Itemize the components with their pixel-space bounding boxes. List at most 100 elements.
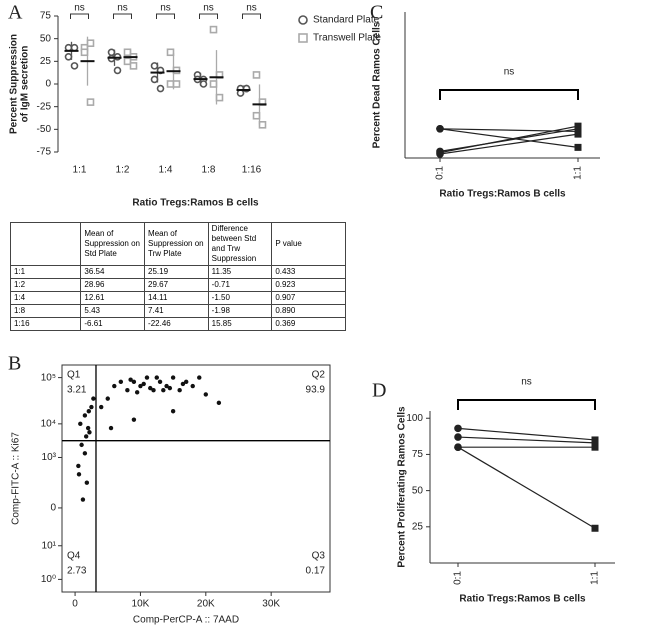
panel-label: D	[372, 380, 386, 402]
y-tick-label: 75	[40, 11, 52, 22]
point	[574, 125, 582, 133]
table-cell: P value	[271, 222, 346, 266]
table-cell: 14.11	[144, 291, 209, 305]
event	[84, 480, 90, 485]
point	[436, 150, 444, 158]
event	[183, 379, 189, 385]
x-tick-label: 0	[72, 599, 78, 610]
point	[252, 71, 261, 79]
panel-label: A	[8, 2, 23, 24]
point	[166, 80, 175, 88]
event	[85, 425, 91, 431]
table-cell: 0.433	[271, 265, 346, 279]
table-cell: 1:4	[9, 291, 82, 305]
point	[70, 62, 79, 70]
y-tick-label: 10⁵	[41, 372, 56, 383]
x-tick-label: 1:2	[116, 165, 130, 176]
quadrant-name: Q3	[312, 551, 326, 562]
annotation: ns	[203, 3, 214, 14]
event	[87, 430, 92, 435]
point	[107, 48, 116, 57]
quadrant-value: 3.21	[67, 385, 87, 396]
table-cell: 7.41	[144, 304, 209, 318]
point	[215, 93, 224, 102]
event	[197, 375, 202, 380]
point	[199, 80, 208, 88]
event	[128, 377, 133, 382]
point	[113, 66, 122, 75]
table-cell: 15.85	[207, 317, 273, 331]
y-tick-label: 50	[412, 485, 424, 496]
legend-marker	[298, 33, 308, 43]
point	[80, 48, 89, 57]
point	[123, 57, 132, 66]
y-tick-label: 0	[50, 503, 56, 514]
point	[70, 43, 79, 52]
point	[252, 111, 261, 120]
table-cell: 0.369	[271, 317, 346, 331]
point	[591, 443, 599, 451]
event	[89, 404, 94, 410]
event	[157, 379, 163, 385]
point	[86, 98, 95, 106]
bracket	[70, 13, 89, 19]
bracket	[156, 13, 175, 19]
table-row: 1:1 36.54 25.19 11.35 0.433	[9, 265, 346, 279]
point	[574, 143, 582, 151]
event	[164, 383, 169, 389]
x-tick-label: 10K	[132, 599, 150, 610]
y-tick-label: 50	[40, 33, 52, 44]
bracket	[242, 13, 261, 19]
table-cell: Mean of Suppression on Std Plate	[80, 222, 146, 266]
table-cell: Mean of Suppression on Trw Plate	[144, 222, 209, 266]
table-cell: Difference between Std and Trw Suppressi…	[207, 222, 273, 266]
point	[258, 121, 267, 129]
event	[83, 434, 89, 439]
table-row: 1:16 -6.61 -22.46 15.85 0.369	[9, 317, 346, 331]
table-cell: 25.19	[144, 265, 209, 279]
point	[209, 25, 218, 34]
table-cell: 11.35	[207, 265, 273, 279]
table-cell: 0.890	[271, 304, 346, 318]
y-tick-label: -25	[37, 101, 52, 112]
y-axis-label: Percent Dead Ramos Cells	[372, 21, 383, 148]
event	[216, 400, 222, 406]
x-axis-label: Ratio Tregs:Ramos B cells	[439, 189, 566, 200]
event	[148, 385, 153, 391]
table-row: 1:4 12.61 14.11 -1.50 0.907	[9, 291, 346, 305]
y-tick-label: -50	[37, 124, 52, 135]
point	[150, 75, 159, 84]
table-cell: 0.907	[271, 291, 346, 305]
event	[138, 383, 143, 389]
event	[82, 451, 88, 456]
event	[170, 409, 176, 414]
event	[144, 375, 150, 380]
table-cell: -1.98	[207, 304, 273, 318]
event	[99, 404, 104, 410]
point	[123, 48, 132, 57]
event	[76, 472, 82, 477]
pair-line	[439, 125, 579, 154]
event	[141, 381, 146, 387]
quadrant-name: Q1	[67, 370, 81, 381]
table-cell: 0.923	[271, 278, 346, 292]
table-cell: -1.50	[207, 291, 273, 305]
event	[86, 409, 92, 414]
table-cell: -0.71	[207, 278, 273, 292]
x-tick-label: 0:1	[435, 166, 446, 180]
event	[125, 388, 130, 393]
table-cell: 1:16	[9, 317, 82, 331]
x-tick-label: 1:1	[590, 571, 601, 585]
point	[166, 48, 175, 57]
x-axis-label: Comp-PerCP-A :: 7AAD	[133, 615, 239, 626]
table-row: 1:8 5.43 7.41 -1.98 0.890	[9, 304, 346, 318]
point	[86, 39, 95, 48]
table-cell: 36.54	[80, 265, 146, 279]
x-tick-label: 20K	[197, 599, 215, 610]
summary-table: Mean of Suppression on Std Plate Mean of …	[9, 222, 346, 331]
quadrant-name: Q2	[312, 370, 326, 381]
annotation: ns	[160, 3, 171, 14]
table-cell: 28.96	[80, 278, 146, 292]
event	[91, 396, 96, 401]
